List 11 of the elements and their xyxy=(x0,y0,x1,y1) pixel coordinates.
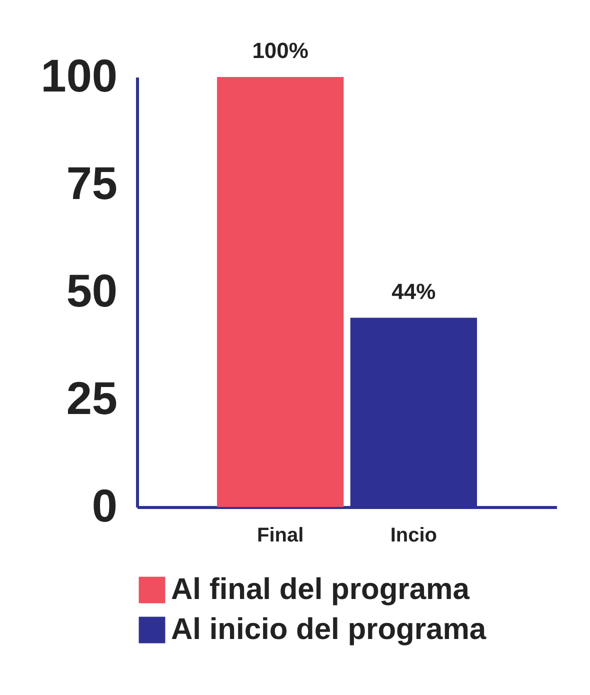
x-tick-label: Incio xyxy=(390,524,438,546)
y-tick-label: 100 xyxy=(40,50,118,102)
y-tick-label: 50 xyxy=(66,264,118,316)
y-tick-label: 0 xyxy=(92,480,118,532)
x-tick-label: Final xyxy=(256,524,304,546)
y-tick-label: 25 xyxy=(66,372,118,424)
legend-label: Al inicio del programa xyxy=(171,613,486,646)
data-label: 44% xyxy=(392,278,436,304)
legend-label: Al final del programa xyxy=(171,573,470,606)
data-label: 100% xyxy=(252,38,308,63)
y-tick-label: 75 xyxy=(66,157,118,209)
